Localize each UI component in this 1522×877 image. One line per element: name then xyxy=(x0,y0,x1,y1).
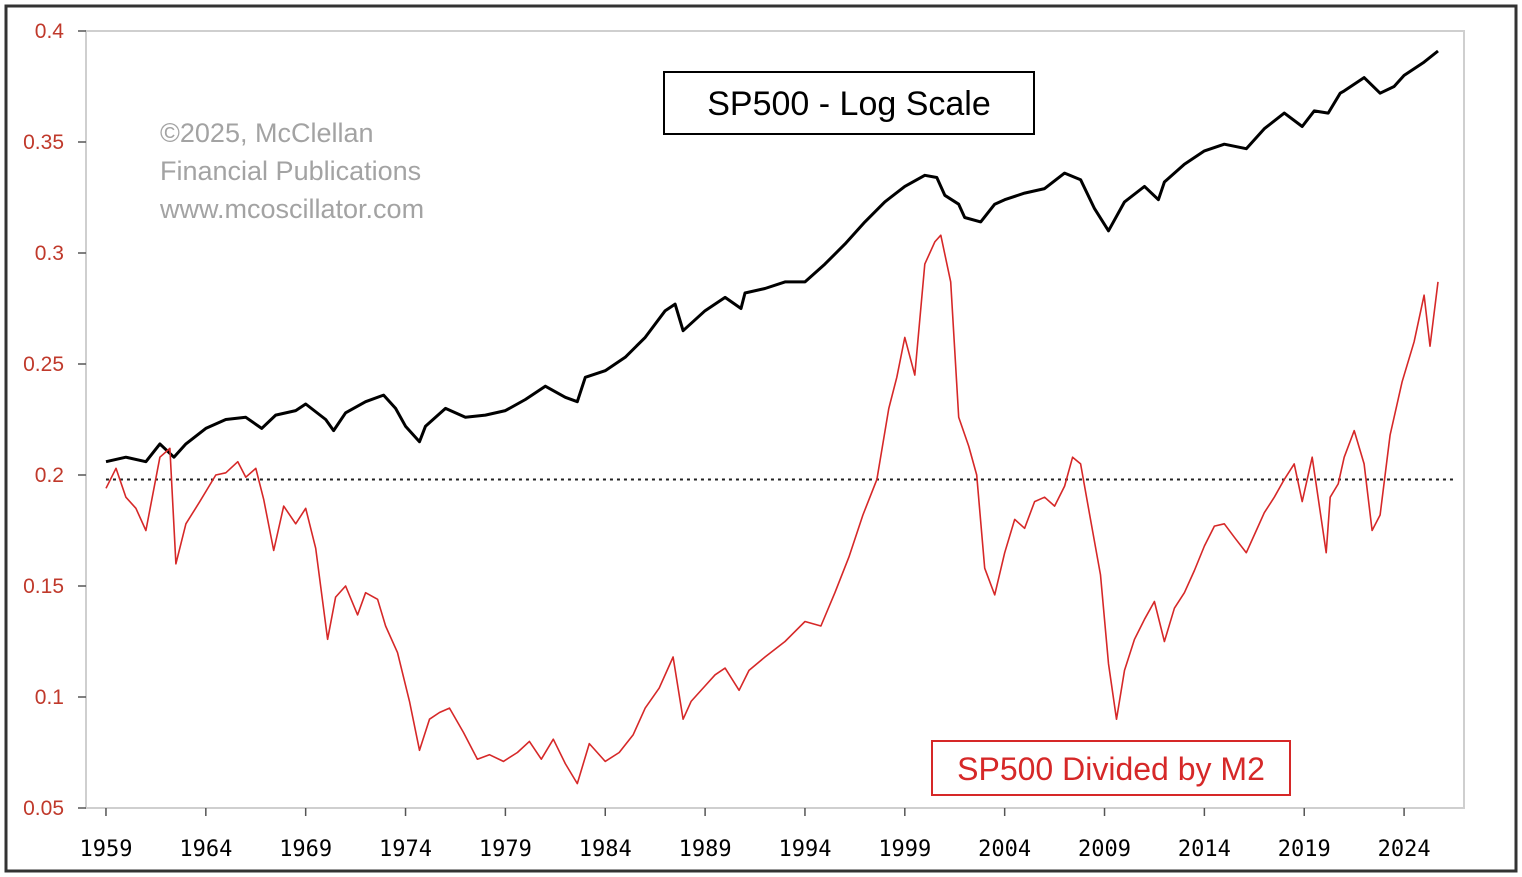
copyright-line-3: www.mcoscillator.com xyxy=(159,194,424,224)
copyright-line-2: Financial Publications xyxy=(160,156,421,186)
x-tick-label: 1994 xyxy=(778,837,831,862)
x-tick-label: 2004 xyxy=(978,837,1031,862)
y-tick-label: 0.35 xyxy=(23,131,64,154)
y-tick-label: 0.4 xyxy=(35,20,65,43)
x-tick-label: 1984 xyxy=(579,837,632,862)
y-tick-label: 0.15 xyxy=(23,575,64,598)
x-axis: 1959 1964 1969 1974 1979 1984 1989 1994 1999 2004… xyxy=(79,808,1431,862)
x-tick-label: 2009 xyxy=(1078,837,1131,862)
x-tick-label: 1989 xyxy=(679,837,732,862)
chart-title-frame xyxy=(663,71,1035,135)
y-tick-label: 0.05 xyxy=(23,797,64,820)
x-tick-label: 2024 xyxy=(1378,837,1431,862)
series-label: SP500 Divided by M2 xyxy=(957,751,1265,787)
y-tick-label: 0.1 xyxy=(35,686,64,709)
x-tick-label: 2019 xyxy=(1278,837,1331,862)
x-tick-label: 1959 xyxy=(79,837,132,862)
x-tick-label: 1969 xyxy=(279,837,332,862)
series-line-sp500-log-scale xyxy=(105,49,1439,464)
copyright-block: ©2025, McClellan Financial Publications … xyxy=(159,118,424,224)
chart-title-box: SP500 - Log Scale xyxy=(663,71,1035,135)
y-tick-label: 0.3 xyxy=(35,242,64,265)
x-tick-label: 1974 xyxy=(379,837,432,862)
x-tick-label: 1999 xyxy=(878,837,931,862)
series-label-box: SP500 Divided by M2 xyxy=(931,740,1291,796)
y-tick-label: 0.2 xyxy=(35,464,64,487)
x-tick-label: 1979 xyxy=(479,837,532,862)
plot-area xyxy=(85,30,1465,809)
y-axis: 0.4 0.35 0.3 0.25 0.2 0.15 0.1 0.05 xyxy=(23,20,86,820)
chart-title: SP500 - Log Scale xyxy=(707,85,991,123)
x-tick-label: 1964 xyxy=(179,837,232,862)
series-layer xyxy=(105,49,1439,785)
copyright-line-1: ©2025, McClellan xyxy=(160,118,374,148)
x-tick-label: 2014 xyxy=(1178,837,1231,862)
series-label-frame xyxy=(931,740,1291,796)
series-line-sp500-divided-by-m2 xyxy=(105,234,1439,785)
y-tick-label: 0.25 xyxy=(23,353,64,376)
